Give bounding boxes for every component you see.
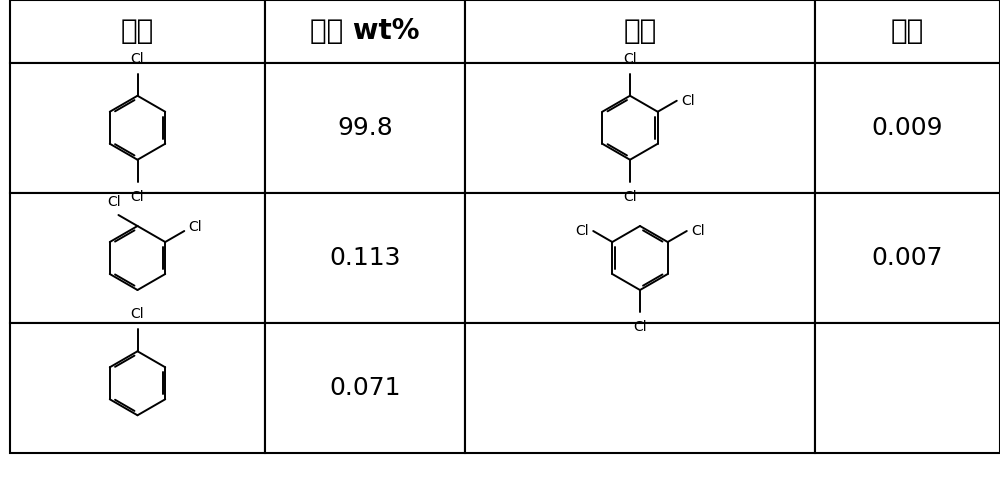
- Text: 0.113: 0.113: [329, 246, 401, 270]
- Bar: [465, 63, 815, 193]
- Bar: [465, 323, 815, 453]
- Text: Cl: Cl: [623, 52, 637, 66]
- Bar: [10, 323, 265, 453]
- Text: 成分: 成分: [121, 18, 154, 45]
- Text: 成分: 成分: [623, 18, 657, 45]
- Text: 99.8: 99.8: [337, 116, 393, 140]
- Bar: [265, 63, 465, 193]
- Text: Cl: Cl: [576, 224, 589, 238]
- Bar: [10, 63, 265, 193]
- Text: 0.007: 0.007: [872, 246, 943, 270]
- Text: Cl: Cl: [691, 224, 704, 238]
- Bar: [265, 193, 465, 323]
- Text: Cl: Cl: [108, 194, 121, 208]
- Bar: [265, 0, 465, 63]
- Bar: [815, 63, 1000, 193]
- Text: 0.071: 0.071: [329, 376, 401, 400]
- Text: Cl: Cl: [633, 320, 647, 334]
- Text: Cl: Cl: [188, 220, 202, 234]
- Text: Cl: Cl: [131, 52, 144, 66]
- Text: Cl: Cl: [623, 190, 637, 204]
- Bar: [815, 0, 1000, 63]
- Text: 含量: 含量: [891, 18, 924, 45]
- Text: 含量 wt%: 含量 wt%: [310, 18, 420, 45]
- Bar: [815, 193, 1000, 323]
- Text: Cl: Cl: [681, 94, 694, 108]
- Text: Cl: Cl: [131, 307, 144, 321]
- Bar: [465, 0, 815, 63]
- Text: 0.009: 0.009: [872, 116, 943, 140]
- Bar: [10, 0, 265, 63]
- Text: Cl: Cl: [131, 190, 144, 204]
- Bar: [465, 193, 815, 323]
- Bar: [265, 323, 465, 453]
- Bar: [10, 193, 265, 323]
- Bar: [815, 323, 1000, 453]
